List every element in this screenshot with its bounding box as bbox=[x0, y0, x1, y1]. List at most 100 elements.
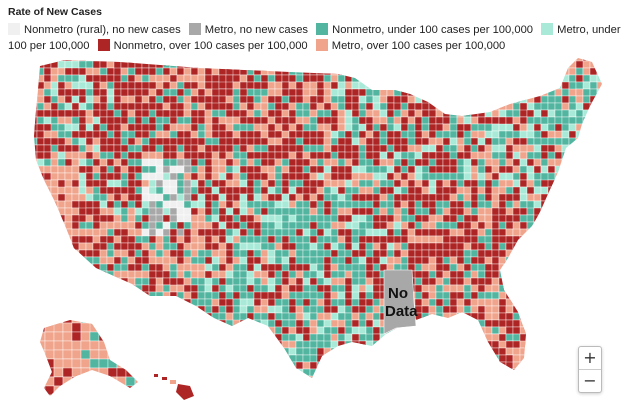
county-cell bbox=[484, 284, 493, 293]
county-cell bbox=[141, 340, 150, 349]
county-cell bbox=[260, 67, 269, 76]
county-cell bbox=[267, 256, 276, 265]
county-cell bbox=[98, 349, 109, 360]
county-cell bbox=[393, 333, 402, 342]
county-cell bbox=[575, 270, 584, 279]
county-cell bbox=[295, 333, 304, 342]
county-cell bbox=[281, 333, 290, 342]
county-cell bbox=[505, 277, 514, 286]
county-cell bbox=[330, 200, 339, 209]
county-cell bbox=[176, 123, 185, 132]
county-cell bbox=[337, 200, 346, 209]
county-cell bbox=[274, 361, 283, 370]
county-cell bbox=[344, 172, 353, 181]
county-cell bbox=[127, 88, 136, 97]
county-cell bbox=[358, 270, 367, 279]
county-cell bbox=[463, 151, 472, 160]
county-cell bbox=[372, 109, 381, 118]
county-cell bbox=[421, 235, 430, 244]
county-cell bbox=[372, 319, 381, 328]
county-cell bbox=[40, 349, 46, 360]
county-cell bbox=[442, 354, 451, 363]
county-cell bbox=[575, 88, 584, 97]
county-cell bbox=[120, 186, 129, 195]
county-cell bbox=[50, 263, 66, 272]
county-cell bbox=[211, 179, 220, 188]
county-cell bbox=[197, 95, 206, 104]
county-cell bbox=[107, 367, 118, 378]
county-cell bbox=[604, 285, 611, 292]
county-cell bbox=[393, 186, 402, 195]
county-cell bbox=[575, 200, 584, 209]
county-cell bbox=[540, 291, 549, 300]
county-cell bbox=[456, 151, 465, 160]
county-cell bbox=[183, 158, 192, 167]
county-cell bbox=[148, 319, 157, 335]
county-cell bbox=[407, 67, 416, 76]
county-cell bbox=[519, 60, 528, 76]
county-cell bbox=[92, 102, 101, 111]
county-cell bbox=[204, 214, 213, 223]
county-cell bbox=[232, 88, 241, 97]
county-cell bbox=[85, 228, 94, 237]
county-cell bbox=[281, 200, 290, 209]
county-cell bbox=[211, 193, 220, 202]
county-cell bbox=[575, 179, 584, 188]
county-cell bbox=[519, 347, 535, 356]
county-cell bbox=[218, 102, 227, 111]
county-cell bbox=[604, 271, 618, 285]
county-cell bbox=[183, 179, 192, 188]
county-cell bbox=[225, 214, 234, 223]
county-cell bbox=[99, 151, 108, 160]
county-cell bbox=[512, 354, 521, 363]
county-cell bbox=[337, 109, 346, 118]
county-cell bbox=[169, 235, 178, 244]
county-cell bbox=[512, 347, 521, 356]
county-cell bbox=[568, 186, 577, 195]
county-cell bbox=[218, 361, 227, 370]
county-cell bbox=[365, 123, 374, 132]
county-cell bbox=[134, 298, 143, 307]
county-cell bbox=[449, 144, 458, 153]
county-cell bbox=[505, 375, 514, 378]
county-cell bbox=[400, 67, 409, 76]
county-cell bbox=[337, 179, 346, 188]
county-cell bbox=[512, 242, 528, 251]
county-cell bbox=[323, 179, 332, 188]
county-cell bbox=[246, 81, 255, 90]
zoom-out-button[interactable]: − bbox=[579, 369, 601, 392]
county-cell bbox=[498, 270, 507, 279]
county-cell bbox=[302, 67, 311, 76]
county-cell bbox=[596, 312, 602, 321]
county-cell bbox=[78, 144, 87, 153]
county-cell bbox=[533, 291, 542, 300]
county-cell bbox=[64, 200, 73, 209]
county-cell bbox=[435, 270, 444, 279]
county-cell bbox=[379, 137, 388, 146]
county-cell bbox=[99, 123, 108, 132]
county-cell bbox=[267, 326, 276, 335]
county-cell bbox=[323, 305, 332, 314]
county-cell bbox=[183, 74, 192, 83]
county-cell bbox=[338, 383, 345, 390]
county-cell bbox=[386, 58, 395, 62]
us-county-map[interactable]: No Data bbox=[0, 44, 640, 403]
county-cell bbox=[274, 270, 283, 279]
county-cell bbox=[463, 361, 472, 377]
zoom-in-button[interactable]: + bbox=[583, 348, 597, 367]
county-cell bbox=[344, 158, 353, 167]
county-cell bbox=[281, 74, 290, 83]
county-cell bbox=[442, 151, 451, 160]
county-cell bbox=[169, 256, 178, 265]
county-cell bbox=[309, 361, 318, 370]
county-cell bbox=[554, 319, 563, 328]
county-cell bbox=[169, 340, 185, 356]
county-cell bbox=[421, 284, 430, 293]
county-cell bbox=[463, 144, 472, 153]
county-cell bbox=[604, 152, 611, 159]
county-cell bbox=[351, 179, 360, 188]
county-cell bbox=[232, 74, 241, 83]
county-cell bbox=[533, 221, 542, 230]
county-cell bbox=[344, 340, 353, 356]
county-cell bbox=[197, 116, 206, 125]
